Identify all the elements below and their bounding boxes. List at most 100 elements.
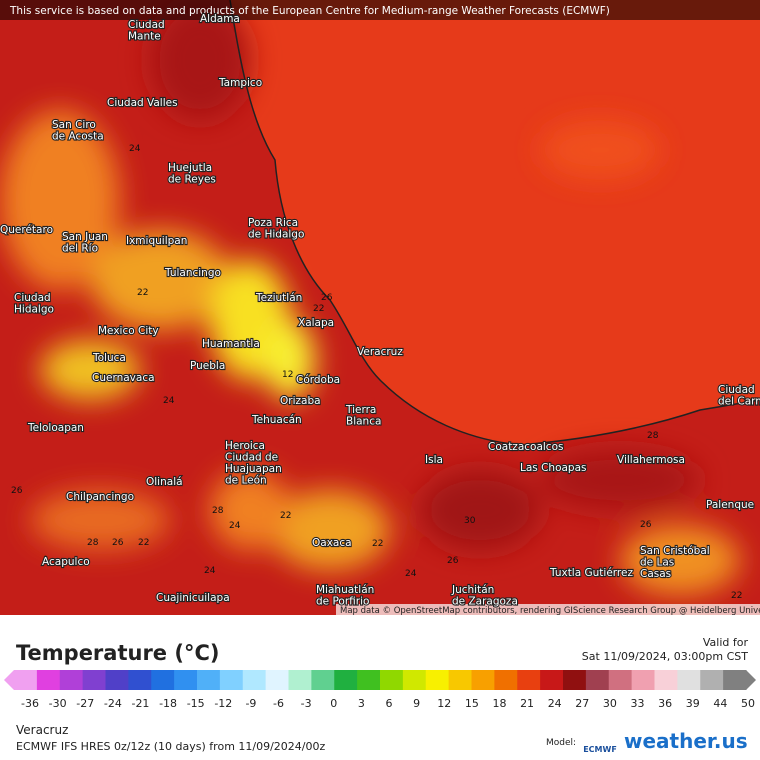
- color-swatch: [448, 670, 472, 690]
- city-label: San Cristóbal: [640, 545, 710, 557]
- contour-label: 26: [640, 520, 652, 530]
- contour-label: 24: [204, 566, 216, 576]
- tick-label: -3: [301, 697, 312, 710]
- map: This service is based on data and produc…: [0, 0, 760, 615]
- contour-label: 22: [137, 288, 148, 298]
- contour-label: 28: [647, 431, 659, 441]
- tick-label: 3: [358, 697, 365, 710]
- contour-label: 22: [280, 511, 291, 521]
- city-label: Olinalá: [146, 476, 183, 488]
- tick-label: 18: [492, 697, 506, 710]
- arrow-left: [4, 670, 14, 690]
- city-label: Córdoba: [296, 374, 340, 386]
- coastline: [229, 0, 760, 446]
- city-label: Las Choapas: [520, 462, 587, 474]
- city-label: Tulancingo: [164, 267, 221, 279]
- color-swatch: [59, 670, 84, 690]
- city-label: Huejutla: [168, 162, 212, 174]
- color-swatch: [219, 670, 244, 690]
- contour-label: 24: [229, 521, 241, 531]
- color-swatch: [517, 670, 541, 690]
- city-label: Mante: [128, 31, 161, 43]
- tick-label: -30: [49, 697, 67, 710]
- tick-label: -6: [273, 697, 284, 710]
- city-label: Cuernavaca: [92, 372, 155, 384]
- city-label: Ciudad: [14, 292, 51, 304]
- city-label: Ciudad: [128, 19, 165, 31]
- color-swatch: [700, 670, 724, 690]
- contour-label: 24: [129, 144, 141, 154]
- city-label: Chilpancingo: [66, 491, 134, 503]
- tick-label: -21: [131, 697, 149, 710]
- contour-label: 26: [11, 486, 23, 496]
- model-label: Model:: [546, 738, 576, 748]
- color-swatch: [402, 670, 427, 690]
- color-swatch: [197, 670, 221, 690]
- city-label: Mexico City: [98, 325, 159, 337]
- city-label: Orizaba: [280, 395, 321, 407]
- color-swatch: [334, 670, 358, 690]
- tick-label: 9: [413, 697, 420, 710]
- city-label: Hidalgo: [14, 304, 54, 316]
- color-swatch: [494, 670, 518, 690]
- tick-label: 24: [548, 697, 562, 710]
- color-swatch: [608, 670, 633, 690]
- city-label: Teziutlán: [255, 292, 302, 304]
- color-swatch: [677, 670, 701, 690]
- city-label: Tierra: [345, 404, 376, 416]
- color-swatch: [723, 670, 747, 690]
- color-swatch: [105, 670, 129, 690]
- city-label: Coatzacoalcos: [488, 441, 563, 453]
- city-label: Tuxtla Gutiérrez: [549, 567, 633, 579]
- color-swatch: [82, 670, 106, 690]
- city-label: Juchitán: [451, 584, 494, 596]
- city-label: Ciudad: [718, 384, 755, 396]
- contour-label: 22: [313, 304, 324, 314]
- city-label: San Juan: [62, 231, 108, 243]
- city-label: Blanca: [346, 416, 381, 428]
- contour-label: 12: [282, 370, 293, 380]
- tick-label: 39: [686, 697, 700, 710]
- tick-label: 21: [520, 697, 534, 710]
- contour-label: 24: [405, 569, 417, 579]
- color-swatch: [425, 670, 450, 690]
- city-label: de Hidalgo: [248, 229, 304, 241]
- tick-label: -12: [214, 697, 232, 710]
- city-label: San Ciro: [52, 119, 96, 131]
- city-label: del Carmen: [718, 396, 760, 408]
- city-label: Huamantla: [202, 338, 260, 350]
- color-swatch: [14, 670, 38, 690]
- city-label: Ixmiquilpan: [126, 235, 187, 247]
- city-label: de Acosta: [52, 131, 104, 143]
- valid-label: Valid for: [703, 636, 749, 649]
- valid-time: Sat 11/09/2024, 03:00pm CST: [582, 650, 748, 663]
- city-label: Tampico: [218, 77, 262, 89]
- color-swatch: [654, 670, 678, 690]
- color-swatch: [563, 670, 587, 690]
- city-label: Isla: [425, 454, 443, 466]
- city-label: Casas: [640, 568, 671, 580]
- contour-label: 22: [138, 538, 149, 548]
- tick-label: 50: [741, 697, 755, 710]
- contour-label: 22: [372, 539, 383, 549]
- color-swatch: [288, 670, 312, 690]
- color-swatch: [265, 670, 289, 690]
- city-label: Miahuatlán: [316, 584, 374, 596]
- tick-label: -36: [21, 697, 39, 710]
- city-label: del Río: [62, 243, 98, 255]
- arrow-right: [746, 670, 756, 690]
- city-label: de Reyes: [168, 174, 216, 186]
- contour-label: 22: [731, 591, 742, 601]
- city-label: Cuajinicuilapa: [156, 592, 230, 604]
- contour-label: 26: [321, 293, 333, 303]
- city-label: Puebla: [190, 360, 225, 372]
- city-label: Poza Rica: [248, 217, 298, 229]
- city-label: Querétaro: [0, 224, 53, 236]
- brand: weather.us: [624, 729, 748, 753]
- city-label: Huajuapan: [225, 463, 282, 475]
- city-label: Acapulco: [42, 556, 90, 568]
- city-label: Toluca: [92, 352, 126, 364]
- color-swatch: [174, 670, 198, 690]
- color-swatch: [242, 670, 267, 690]
- contour-label: 26: [447, 556, 459, 566]
